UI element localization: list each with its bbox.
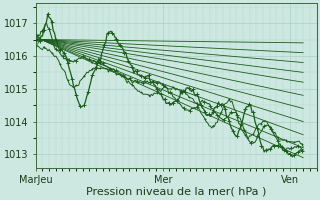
X-axis label: Pression niveau de la mer( hPa ): Pression niveau de la mer( hPa ) xyxy=(86,187,266,197)
